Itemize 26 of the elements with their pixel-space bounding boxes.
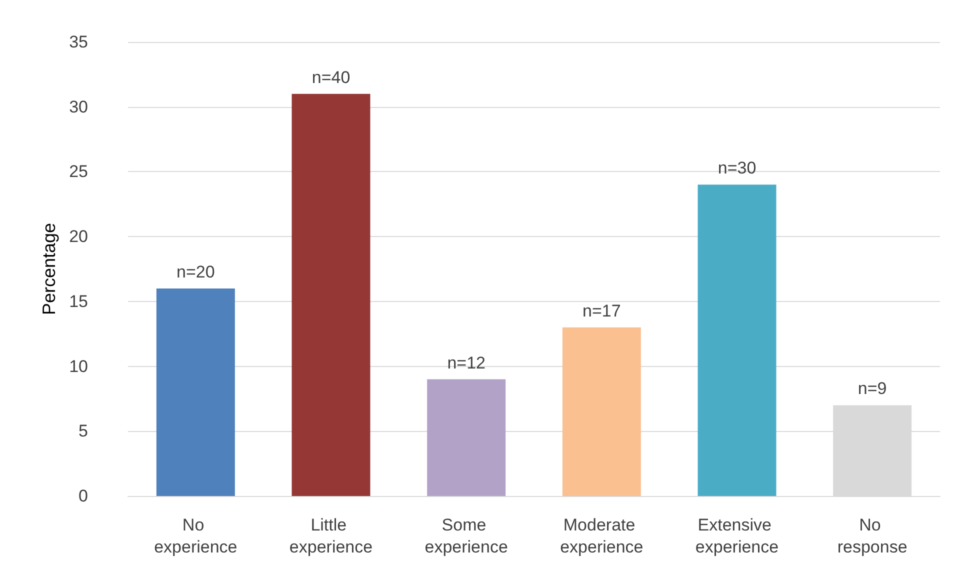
bar — [427, 379, 506, 496]
x-tick-label: Moderate experience — [560, 516, 644, 556]
bar — [292, 94, 370, 496]
y-axis-title: Percentage — [39, 222, 60, 316]
y-tick-label: 10 — [69, 356, 88, 376]
y-tick-label: 25 — [69, 162, 88, 182]
x-tick-label: No response — [837, 516, 908, 556]
y-tick-label: 0 — [78, 486, 88, 506]
annotation: n=20 — [176, 262, 215, 282]
bar — [156, 288, 235, 496]
x-tick-label: Little experience — [289, 516, 373, 556]
y-tick-label: 30 — [69, 97, 88, 116]
annotation: n=12 — [447, 353, 486, 372]
y-tick-label: 20 — [69, 227, 88, 246]
x-tick-label: Extensive experience — [695, 516, 779, 556]
annotation: n=30 — [718, 158, 756, 178]
x-tick-label: Some experience — [424, 516, 508, 556]
annotation: n=40 — [312, 68, 350, 87]
y-tick-label: 15 — [69, 292, 88, 311]
x-tick-label: No experience — [154, 516, 238, 556]
y-tick-label: 35 — [69, 32, 88, 52]
y-tick-label: 5 — [78, 422, 88, 441]
bar — [562, 327, 641, 496]
annotation: n=17 — [582, 301, 621, 320]
bar — [698, 184, 776, 496]
annotation: n=9 — [858, 379, 887, 398]
